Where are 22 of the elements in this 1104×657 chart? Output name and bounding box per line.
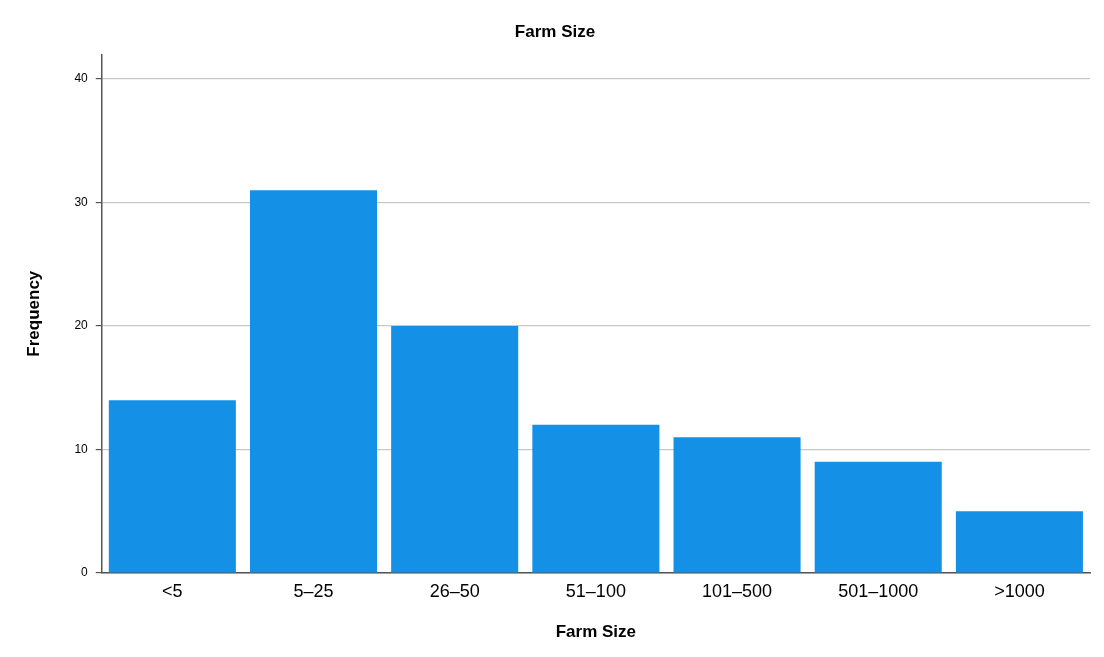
x-tick-label: 501–1000: [838, 580, 919, 601]
bar: [814, 461, 942, 573]
bar: [673, 437, 801, 573]
bar: [955, 511, 1083, 573]
bar: [108, 400, 236, 573]
y-tick-label: 20: [74, 318, 89, 333]
bar: [249, 190, 378, 573]
y-axis-title: Frequency: [23, 270, 43, 357]
y-tick-label: 10: [74, 441, 89, 456]
bar: [391, 326, 519, 573]
y-tick-label: 30: [74, 194, 89, 209]
x-tick-label: >1000: [994, 580, 1045, 601]
x-tick-label: 26–50: [429, 580, 480, 601]
x-tick-label: <5: [162, 580, 183, 601]
x-tick-label: 5–25: [293, 580, 334, 601]
y-tick-label: 0: [81, 565, 89, 580]
x-axis-title: Farm Size: [555, 622, 637, 642]
y-tick-label: 40: [74, 71, 89, 86]
bar: [532, 424, 660, 573]
x-tick-label: 51–100: [565, 580, 626, 601]
x-tick-label: 101–500: [702, 580, 773, 601]
chart-title: Farm Size: [514, 21, 596, 41]
